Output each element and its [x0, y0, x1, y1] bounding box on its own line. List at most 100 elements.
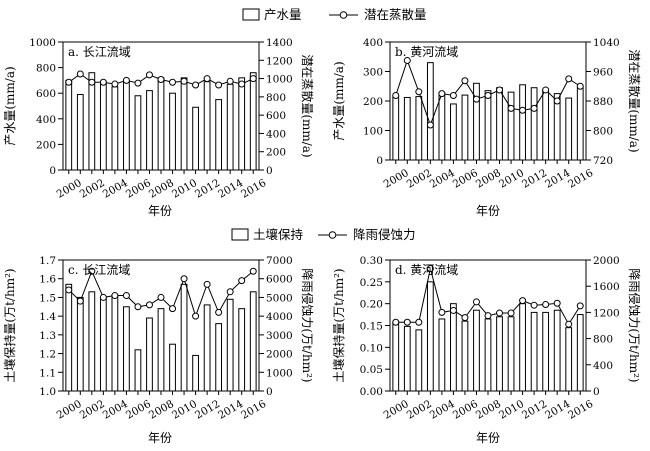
ytick-label-c-0: 1.0: [39, 386, 56, 398]
bar-d-2013: [542, 311, 550, 392]
bar-a-2006: [134, 95, 142, 171]
point-b-2005: [449, 91, 457, 99]
y2-label-d: 降雨侵蚀力(万t/hm²): [627, 268, 642, 382]
point-b-2004: [438, 90, 446, 98]
point-d-2002: [415, 318, 423, 326]
y2tick-label-c-7: 7000: [266, 255, 293, 267]
bar-c-2011: [192, 354, 199, 392]
x-label-top-right: 年份: [476, 204, 500, 218]
bar-c-2015: [238, 308, 246, 392]
bar-d-2004: [438, 318, 446, 392]
point-b-2003: [426, 121, 434, 129]
bar-c-2005: [123, 306, 130, 392]
bar-d-2015: [565, 327, 573, 392]
y2tick-label-b-2: 880: [593, 96, 613, 108]
bar-a-2003: [99, 81, 107, 171]
bar-c-2009: [169, 343, 176, 392]
ytick-label-a-5: 1000: [29, 37, 56, 49]
point-c-2011: [192, 312, 200, 320]
xtick-label-b-2016: 2016: [566, 167, 595, 191]
y2-label-b: 潜在蒸散量(mm/a): [627, 49, 642, 152]
bar-c-2016: [249, 291, 257, 392]
point-a-2007: [145, 71, 153, 79]
point-b-2001: [403, 56, 411, 64]
y-label-c: 土壤保持量(万t/hm²): [2, 268, 17, 382]
ytick-label-a-1: 200: [36, 139, 56, 151]
y2tick-label-c-6: 6000: [266, 274, 293, 286]
ytick-label-b-1: 100: [363, 126, 383, 138]
legend-top-bar-label: 产水量: [264, 7, 302, 22]
point-b-2014: [553, 97, 561, 105]
y2tick-label-d-2: 800: [593, 334, 613, 346]
point-d-2008: [484, 312, 492, 320]
y2tick-label-d-0: 0: [593, 386, 600, 398]
ytick-label-b-0: 0: [376, 155, 383, 167]
y2tick-label-a-6: 1200: [266, 55, 293, 67]
bar-b-2012: [530, 87, 538, 161]
x-label-bottom-right: 年份: [476, 431, 500, 445]
ytick-label-a-0: 0: [49, 165, 56, 177]
legend-bottom-line-label: 降雨侵蚀力: [353, 227, 416, 242]
point-b-2016: [576, 82, 584, 90]
point-d-2004: [438, 308, 446, 316]
bar-b-2005: [450, 103, 457, 161]
bar-a-2007: [146, 90, 153, 171]
bar-b-2007: [473, 82, 480, 161]
bar-d-2012: [530, 311, 538, 392]
point-d-2016: [576, 302, 584, 310]
y2tick-label-a-0: 0: [266, 165, 273, 177]
bar-d-2008: [484, 318, 492, 392]
bar-a-2013: [215, 99, 223, 171]
point-d-2003: [426, 265, 434, 273]
bar-a-2011: [192, 106, 199, 171]
point-a-2004: [111, 80, 119, 88]
legend-bottom: 土壤保持 降雨侵蚀力: [231, 227, 416, 242]
y2tick-label-c-3: 3000: [266, 330, 293, 342]
ytick-label-c-1: 1.1: [39, 367, 56, 379]
bar-c-2012: [203, 304, 211, 392]
y2tick-label-a-2: 400: [266, 128, 286, 140]
point-a-2002: [88, 78, 96, 86]
y2tick-label-a-5: 1000: [266, 74, 293, 86]
panel-title-a: a. 长江流域: [68, 45, 131, 59]
point-c-2005: [122, 292, 130, 300]
point-a-2001: [76, 70, 84, 78]
point-a-2009: [169, 78, 177, 86]
y2tick-label-c-4: 4000: [266, 311, 293, 323]
legend-bottom-bar-swatch: [231, 228, 249, 241]
y-label-b: 产水量(mm/a): [332, 61, 346, 140]
panel-c: 1.0 1.1 1.2 1.3 1.4 1.5 1.6 1.7 0 1000 2000 3000 400…: [2, 255, 315, 422]
bar-d-2003: [426, 281, 434, 392]
point-a-2015: [238, 80, 246, 88]
bar-a-2001: [76, 93, 84, 171]
y2tick-label-b-0: 720: [593, 155, 613, 167]
bar-c-2003: [99, 296, 107, 392]
point-d-2000: [392, 318, 400, 326]
legend-bottom-line-marker: [328, 231, 337, 239]
bar-b-2008: [484, 90, 492, 161]
legend-top-line-label: 潜在蒸散量: [364, 7, 427, 22]
ytick-label-a-4: 800: [36, 63, 56, 75]
point-a-2006: [134, 79, 142, 87]
bar-c-2002: [88, 291, 96, 392]
point-d-2013: [542, 301, 550, 309]
bar-d-2006: [461, 320, 469, 392]
bar-b-2002: [415, 96, 423, 161]
y2tick-label-d-1: 400: [593, 360, 613, 372]
ytick-label-d-1: 0.05: [360, 364, 383, 376]
y2tick-label-a-3: 600: [266, 110, 286, 122]
bar-d-2009: [496, 316, 503, 392]
y-label-d: 土壤保持量(万t/hm²): [331, 268, 346, 382]
point-d-2005: [449, 306, 457, 314]
bar-c-2006: [134, 349, 142, 392]
point-d-2011: [519, 297, 527, 305]
point-b-2006: [461, 77, 469, 85]
point-b-2010: [507, 104, 515, 112]
bar-c-2004: [111, 295, 119, 392]
point-c-2002: [88, 267, 96, 275]
bar-b-2000: [392, 96, 400, 161]
point-b-2015: [565, 75, 573, 83]
bar-d-2010: [507, 316, 515, 392]
bar-b-2013: [542, 88, 550, 161]
bar-a-2002: [88, 72, 96, 171]
